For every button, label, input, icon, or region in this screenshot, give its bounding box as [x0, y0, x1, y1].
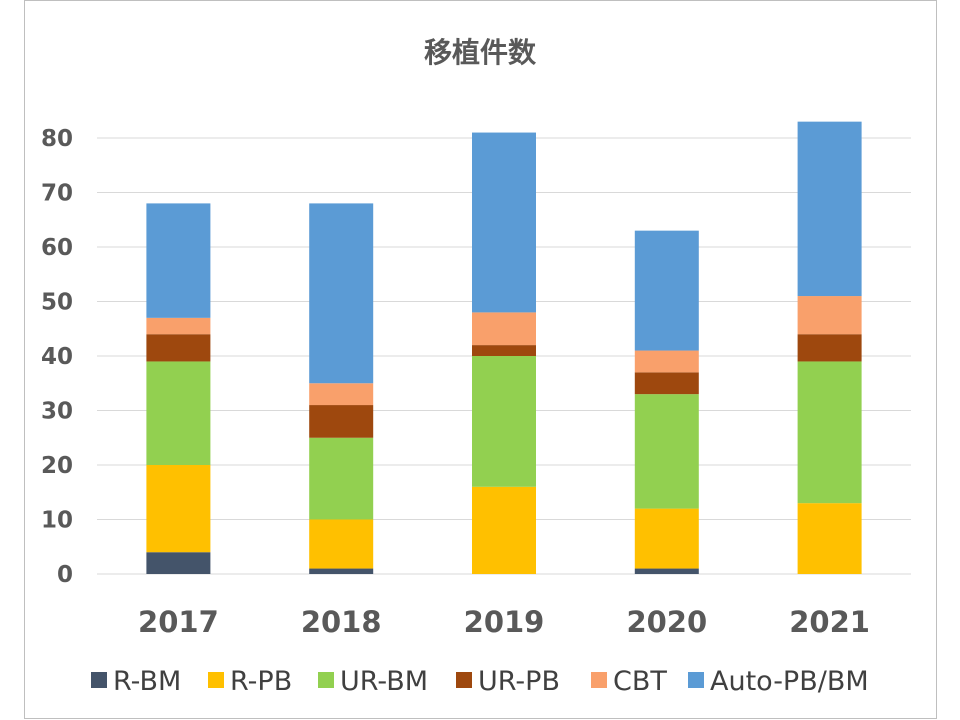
legend-swatch [591, 672, 607, 688]
bar-cbt-2020 [634, 350, 699, 373]
x-tick-label: 2019 [464, 605, 545, 639]
bar-r-pb-2020 [634, 508, 699, 569]
bar-r-bm-2017 [146, 552, 211, 574]
legend-label: Auto-PB/BM [710, 666, 869, 697]
legend-swatch [318, 672, 334, 688]
y-tick-label: 10 [41, 508, 73, 534]
legend-item-ur-pb: UR-PB [456, 666, 560, 697]
bar-r-pb-2017 [146, 465, 211, 553]
bar-r-bm-2018 [309, 568, 374, 574]
x-tick-label: 2017 [138, 605, 219, 639]
y-tick-label: 40 [41, 344, 73, 370]
bar-r-pb-2019 [472, 486, 536, 574]
legend-swatch [208, 672, 224, 688]
bar-cbt-2018 [309, 383, 374, 406]
bar-auto-pb-bm-2017 [146, 203, 211, 318]
bar-auto-pb-bm-2019 [472, 132, 536, 313]
bar-ur-pb-2021 [797, 334, 862, 362]
x-tick-label: 2021 [789, 605, 870, 639]
bar-ur-bm-2021 [797, 361, 862, 504]
legend-swatch [688, 672, 704, 688]
bar-cbt-2019 [472, 312, 536, 346]
chart-title: 移植件数 [424, 36, 537, 69]
y-tick-label: 60 [41, 235, 73, 261]
x-tick-label: 2020 [626, 605, 707, 639]
legend-swatch [91, 672, 107, 688]
bar-cbt-2021 [797, 296, 862, 335]
bar-auto-pb-bm-2021 [797, 121, 862, 297]
y-tick-label: 0 [57, 562, 73, 588]
legend-swatch [456, 672, 472, 688]
legend-item-r-pb: R-PB [208, 666, 292, 697]
legend-label: R-BM [113, 666, 181, 697]
bar-ur-bm-2017 [146, 361, 211, 465]
bar-segments [146, 121, 862, 574]
legend-label: CBT [613, 666, 667, 697]
bar-r-pb-2018 [309, 519, 374, 569]
bar-auto-pb-bm-2020 [634, 230, 699, 351]
legend-label: R-PB [230, 666, 292, 697]
x-axis-tick-labels: 2017 2018 2019 2020 2021 [138, 605, 870, 639]
bar-cbt-2017 [146, 317, 211, 335]
bar-auto-pb-bm-2018 [309, 203, 374, 384]
bar-r-pb-2021 [797, 503, 862, 574]
bar-r-bm-2020 [634, 568, 699, 574]
bar-ur-pb-2019 [472, 345, 536, 356]
y-axis-tick-labels: 0 10 20 30 40 50 60 70 80 [41, 126, 73, 588]
y-tick-label: 30 [41, 399, 73, 425]
y-tick-label: 80 [41, 126, 73, 152]
legend-item-ur-bm: UR-BM [318, 666, 428, 697]
legend-item-auto-pb-bm: Auto-PB/BM [688, 666, 869, 697]
y-tick-label: 70 [41, 181, 73, 207]
legend-label: UR-PB [478, 666, 560, 697]
x-tick-label: 2018 [301, 605, 382, 639]
bar-ur-pb-2020 [634, 372, 699, 395]
bar-ur-bm-2019 [472, 356, 536, 487]
bar-ur-pb-2017 [146, 334, 211, 362]
y-tick-label: 50 [41, 290, 73, 316]
legend-label: UR-BM [340, 666, 428, 697]
legend-item-r-bm: R-BM [91, 666, 181, 697]
bar-ur-bm-2020 [634, 394, 699, 509]
legend: R-BM R-PB UR-BM UR-PB CBT Auto-PB/BM [91, 666, 869, 697]
y-tick-label: 20 [41, 453, 73, 479]
bar-ur-bm-2018 [309, 437, 374, 520]
legend-item-cbt: CBT [591, 666, 667, 697]
bar-ur-pb-2018 [309, 405, 374, 438]
